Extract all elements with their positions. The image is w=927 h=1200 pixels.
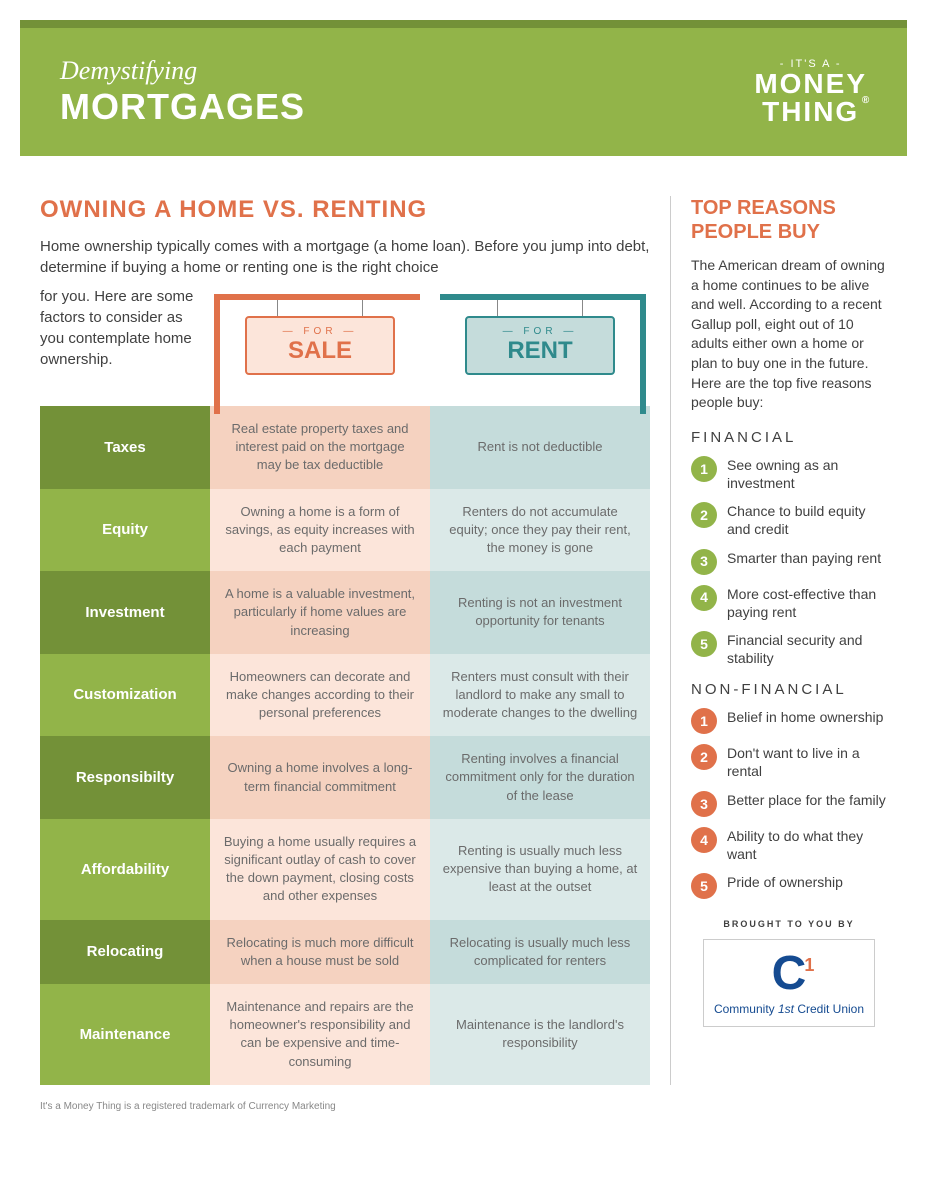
banner-title: MORTGAGES: [60, 86, 305, 128]
number-badge: 3: [691, 549, 717, 575]
number-badge: 2: [691, 744, 717, 770]
comparison-table: TaxesReal estate property taxes and inte…: [40, 406, 650, 1085]
reason-text: Chance to build equity and credit: [727, 502, 887, 538]
rent-cell: Maintenance is the landlord's responsibi…: [430, 984, 650, 1085]
sale-cell: A home is a valuable investment, particu…: [210, 571, 430, 654]
row-label: Taxes: [40, 406, 210, 489]
list-item: 3 Smarter than paying rent: [691, 549, 887, 575]
main-column: OWNING A HOME VS. RENTING Home ownership…: [40, 196, 650, 1085]
intro-text-1: Home ownership typically comes with a mo…: [40, 236, 650, 278]
list-item: 2 Don't want to live in a rental: [691, 744, 887, 780]
brought-label: BROUGHT TO YOU BY: [691, 919, 887, 929]
table-row: RelocatingRelocating is much more diffic…: [40, 920, 650, 984]
sponsor-c-icon: C1: [772, 950, 807, 998]
sign-for-sale-small: — FOR —: [247, 326, 393, 337]
reason-text: Financial security and stability: [727, 631, 887, 667]
intro-text-2: for you. Here are some factors to consid…: [40, 286, 210, 406]
row-label: Relocating: [40, 920, 210, 984]
list-item: 4 More cost-effective than paying rent: [691, 585, 887, 621]
sale-cell: Relocating is much more difficult when a…: [210, 920, 430, 984]
sponsor-logo-box: C1 Community 1st Credit Union: [703, 939, 875, 1027]
nonfinancial-heading: NON-FINANCIAL: [691, 681, 887, 698]
financial-reasons-list: 1 See owning as an investment 2 Chance to b…: [691, 456, 887, 668]
list-item: 2 Chance to build equity and credit: [691, 502, 887, 538]
banner-subtitle: Demystifying: [60, 56, 305, 86]
sale-cell: Owning a home is a form of savings, as e…: [210, 489, 430, 572]
number-badge: 3: [691, 791, 717, 817]
logo-line2: THING: [762, 98, 859, 126]
for-sale-sign: — FOR — SALE: [210, 286, 430, 406]
number-badge: 1: [691, 708, 717, 734]
logo-line1: MONEY: [754, 70, 867, 98]
number-badge: 5: [691, 873, 717, 899]
table-row: TaxesReal estate property taxes and inte…: [40, 406, 650, 489]
sign-sale-word: SALE: [247, 337, 393, 365]
number-badge: 4: [691, 585, 717, 611]
reason-text: Belief in home ownership: [727, 708, 883, 726]
for-rent-sign: — FOR — RENT: [430, 286, 650, 406]
number-badge: 2: [691, 502, 717, 528]
rent-cell: Renters do not accumulate equity; once t…: [430, 489, 650, 572]
reason-text: Ability to do what they want: [727, 827, 887, 863]
row-label: Investment: [40, 571, 210, 654]
sale-cell: Buying a home usually requires a signifi…: [210, 819, 430, 920]
list-item: 4 Ability to do what they want: [691, 827, 887, 863]
rent-cell: Relocating is usually much less complica…: [430, 920, 650, 984]
table-row: AffordabilityBuying a home usually requi…: [40, 819, 650, 920]
reason-text: More cost-effective than paying rent: [727, 585, 887, 621]
table-row: ResponsibiltyOwning a home involves a lo…: [40, 736, 650, 819]
money-thing-logo: - IT'S A - MONEY THING: [754, 59, 867, 126]
nonfinancial-reasons-list: 1 Belief in home ownership 2 Don't want to …: [691, 708, 887, 899]
table-row: EquityOwning a home is a form of savings…: [40, 489, 650, 572]
sign-for-rent-small: — FOR —: [467, 326, 613, 337]
sign-rent-word: RENT: [467, 337, 613, 365]
trademark-notice: It's a Money Thing is a registered trade…: [0, 1095, 927, 1132]
sponsor-block: BROUGHT TO YOU BY C1 Community 1st Credi…: [691, 919, 887, 1027]
row-label: Maintenance: [40, 984, 210, 1085]
sidebar-intro: The American dream of owning a home cont…: [691, 256, 887, 413]
reason-text: Pride of ownership: [727, 873, 843, 891]
header-banner: Demystifying MORTGAGES - IT'S A - MONEY …: [20, 20, 907, 156]
list-item: 3 Better place for the family: [691, 791, 887, 817]
reason-text: Don't want to live in a rental: [727, 744, 887, 780]
list-item: 5 Pride of ownership: [691, 873, 887, 899]
reason-text: Smarter than paying rent: [727, 549, 881, 567]
sale-cell: Homeowners can decorate and make changes…: [210, 654, 430, 737]
sidebar-title: TOP REASONS PEOPLE BUY: [691, 196, 887, 244]
main-section-title: OWNING A HOME VS. RENTING: [40, 196, 650, 224]
content-area: OWNING A HOME VS. RENTING Home ownership…: [0, 176, 927, 1095]
row-label: Equity: [40, 489, 210, 572]
row-label: Customization: [40, 654, 210, 737]
financial-heading: FINANCIAL: [691, 429, 887, 446]
table-row: InvestmentA home is a valuable investmen…: [40, 571, 650, 654]
rent-cell: Renting involves a financial commitment …: [430, 736, 650, 819]
number-badge: 4: [691, 827, 717, 853]
list-item: 5 Financial security and stability: [691, 631, 887, 667]
banner-title-block: Demystifying MORTGAGES: [60, 56, 305, 128]
sale-cell: Maintenance and repairs are the homeowne…: [210, 984, 430, 1085]
sponsor-name: Community 1st Credit Union: [714, 1002, 864, 1016]
list-item: 1 Belief in home ownership: [691, 708, 887, 734]
rent-cell: Renters must consult with their landlord…: [430, 654, 650, 737]
list-item: 1 See owning as an investment: [691, 456, 887, 492]
rent-cell: Renting is not an investment opportunity…: [430, 571, 650, 654]
reason-text: See owning as an investment: [727, 456, 887, 492]
sale-cell: Real estate property taxes and interest …: [210, 406, 430, 489]
table-row: MaintenanceMaintenance and repairs are t…: [40, 984, 650, 1085]
reason-text: Better place for the family: [727, 791, 886, 809]
row-label: Responsibilty: [40, 736, 210, 819]
rent-cell: Rent is not deductible: [430, 406, 650, 489]
table-row: CustomizationHomeowners can decorate and…: [40, 654, 650, 737]
sidebar-column: TOP REASONS PEOPLE BUY The American drea…: [670, 196, 887, 1085]
rent-cell: Renting is usually much less expensive t…: [430, 819, 650, 920]
row-label: Affordability: [40, 819, 210, 920]
sale-cell: Owning a home involves a long-term finan…: [210, 736, 430, 819]
number-badge: 1: [691, 456, 717, 482]
signs-row: for you. Here are some factors to consid…: [40, 286, 650, 406]
number-badge: 5: [691, 631, 717, 657]
